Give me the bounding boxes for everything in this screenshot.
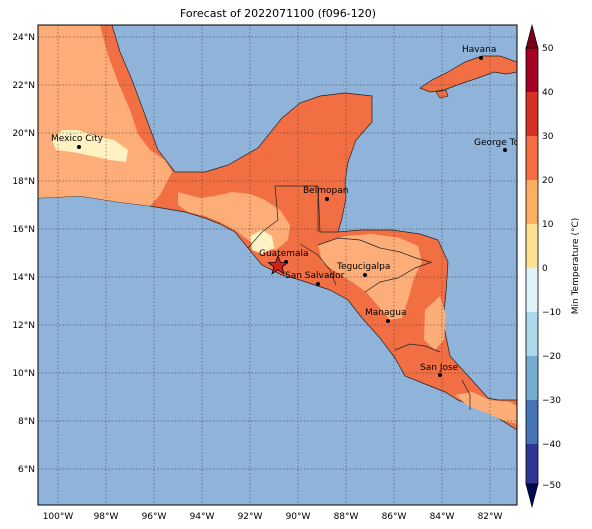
- svg-text:−10: −10: [542, 308, 561, 318]
- city-managua: Managua: [365, 308, 406, 323]
- colorbar-segment: [526, 268, 538, 312]
- colorbar-segment: [526, 224, 538, 268]
- lon-ticks: 100°W 98°W 96°W 94°W 92°W 90°W 88°W 86°W…: [43, 512, 503, 522]
- city-tegucigalpa: Tegucigalpa: [336, 262, 390, 277]
- svg-text:94°W: 94°W: [190, 512, 215, 522]
- svg-text:Havana: Havana: [462, 45, 496, 55]
- svg-text:6°N: 6°N: [18, 465, 35, 475]
- lat-ticks: 24°N 22°N 20°N 18°N 16°N 14°N 12°N 10°N …: [12, 33, 35, 475]
- land-mild-honduras: [318, 234, 422, 320]
- svg-text:−40: −40: [542, 440, 561, 450]
- star-icon: [267, 254, 289, 275]
- country-borders: [247, 185, 471, 410]
- svg-text:Mexico City: Mexico City: [51, 134, 104, 144]
- svg-text:George Tov: George Tov: [474, 138, 525, 148]
- colorbar-segment: [526, 48, 538, 92]
- colorbar-segment: [526, 312, 538, 356]
- colorbar-segment: [526, 136, 538, 180]
- svg-text:San Salvador: San Salvador: [285, 271, 345, 281]
- svg-text:98°W: 98°W: [94, 512, 119, 522]
- colorbar-extend-top: [525, 23, 539, 49]
- graticule: [38, 25, 517, 505]
- svg-text:90°W: 90°W: [286, 512, 311, 522]
- colorbar-extend-bottom: [525, 483, 539, 509]
- map-panel: Havana Mexico City George Tov Belmopan G…: [38, 25, 525, 505]
- map-frame: [37, 24, 518, 506]
- svg-text:−30: −30: [542, 396, 561, 406]
- svg-text:20°N: 20°N: [12, 129, 35, 139]
- colorbar-segment: [526, 400, 538, 444]
- svg-text:12°N: 12°N: [12, 321, 35, 331]
- city-havana: Havana: [462, 45, 496, 60]
- land-cool-guatemala: [250, 230, 274, 254]
- svg-text:10°N: 10°N: [12, 369, 35, 379]
- city-belmopan: Belmopan: [303, 186, 348, 201]
- svg-text:86°W: 86°W: [382, 512, 407, 522]
- svg-text:−50: −50: [542, 481, 561, 491]
- colorbar-segment: [526, 180, 538, 224]
- svg-text:10: 10: [542, 220, 554, 230]
- svg-text:24°N: 24°N: [12, 33, 35, 43]
- city-san-salvador: San Salvador: [285, 271, 345, 286]
- land-cool-mexico-city: [52, 130, 128, 162]
- svg-text:Guatemala: Guatemala: [259, 249, 309, 259]
- city-mexico-city: Mexico City: [51, 134, 104, 149]
- city-san-jose: San Jose: [420, 363, 459, 377]
- svg-text:88°W: 88°W: [334, 512, 359, 522]
- colorbar-segment: [526, 444, 538, 484]
- svg-text:40: 40: [542, 88, 554, 98]
- svg-text:22°N: 22°N: [12, 81, 35, 91]
- svg-text:−20: −20: [542, 352, 561, 362]
- svg-text:Tegucigalpa: Tegucigalpa: [336, 262, 390, 272]
- svg-text:84°W: 84°W: [430, 512, 455, 522]
- land-mild-nicaragua-east: [424, 296, 446, 350]
- svg-text:16°N: 16°N: [12, 225, 35, 235]
- svg-text:30: 30: [542, 132, 554, 142]
- land-cuba-isle: [435, 89, 449, 99]
- colorbar-segment: [526, 92, 538, 136]
- svg-text:82°W: 82°W: [478, 512, 503, 522]
- svg-text:0: 0: [542, 264, 548, 274]
- svg-text:92°W: 92°W: [238, 512, 263, 522]
- svg-text:100°W: 100°W: [43, 512, 74, 522]
- svg-text:San Jose: San Jose: [420, 363, 459, 373]
- colorbar: 50 40 30 20 10 0 −10 −20 −30 −40 −50 Min…: [525, 23, 581, 509]
- svg-text:14°N: 14°N: [12, 273, 35, 283]
- svg-text:18°N: 18°N: [12, 177, 35, 187]
- land-mild-mexico: [38, 25, 172, 206]
- svg-text:50: 50: [542, 44, 554, 54]
- colorbar-label: Min Temperature (°C): [571, 218, 581, 315]
- colorbar-ticks: 50 40 30 20 10 0 −10 −20 −30 −40 −50: [542, 44, 561, 491]
- colorbar-segment: [526, 356, 538, 400]
- map-title: Forecast of 2022071100 (f096-120): [179, 7, 377, 20]
- land-mild-costarica: [455, 392, 517, 424]
- land-cuba: [419, 55, 517, 93]
- svg-text:8°N: 8°N: [18, 417, 35, 427]
- svg-text:20: 20: [542, 176, 554, 186]
- svg-text:96°W: 96°W: [142, 512, 167, 522]
- svg-text:Belmopan: Belmopan: [303, 186, 348, 196]
- city-george-town: George Tov: [474, 138, 525, 152]
- svg-text:Managua: Managua: [365, 308, 406, 318]
